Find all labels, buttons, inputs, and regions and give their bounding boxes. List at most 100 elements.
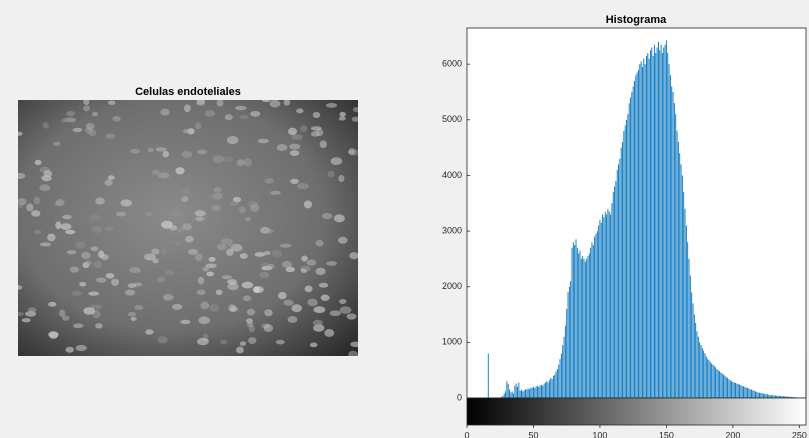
cell <box>33 196 41 205</box>
cell <box>100 254 109 261</box>
cell <box>236 346 244 354</box>
cell <box>85 122 95 130</box>
cell <box>124 289 136 296</box>
cell <box>53 141 61 146</box>
cell <box>225 248 234 256</box>
cell <box>220 238 233 245</box>
cell <box>244 217 251 222</box>
colorbar <box>466 397 807 426</box>
cell <box>62 214 72 220</box>
cell <box>239 253 248 259</box>
cell <box>65 346 74 353</box>
cell <box>269 100 281 108</box>
cell <box>169 225 178 231</box>
cell <box>171 303 183 310</box>
y-tick-label: 0 <box>457 392 462 402</box>
x-tick-label: 200 <box>725 430 740 438</box>
y-tick-label: 5000 <box>442 114 462 124</box>
cell <box>312 319 323 326</box>
cell <box>18 198 27 206</box>
cell <box>84 260 92 266</box>
cell <box>215 289 223 295</box>
cell <box>227 279 238 285</box>
cell <box>65 229 76 235</box>
cell <box>338 116 346 121</box>
cell <box>195 101 206 106</box>
cell <box>104 226 114 231</box>
cell <box>79 281 87 287</box>
cell <box>264 309 273 317</box>
cell <box>287 127 298 136</box>
cell <box>352 106 358 113</box>
cell <box>40 175 50 181</box>
cell <box>107 100 116 105</box>
cell <box>197 276 205 285</box>
cell <box>181 151 193 158</box>
cell <box>91 111 99 117</box>
cell <box>182 129 190 134</box>
cell <box>34 229 42 235</box>
cell <box>318 282 329 288</box>
cell <box>66 250 77 255</box>
cell <box>271 250 283 258</box>
cell <box>200 301 210 310</box>
cell <box>26 203 34 212</box>
cell <box>195 122 202 130</box>
cell <box>348 350 358 356</box>
cell <box>196 289 206 296</box>
cell <box>195 253 203 262</box>
cell <box>60 223 72 231</box>
cell <box>60 118 68 123</box>
cell <box>229 201 239 206</box>
cell <box>278 291 287 300</box>
cell <box>107 175 115 181</box>
cell <box>307 298 318 307</box>
cell <box>128 312 137 317</box>
plot-area <box>467 28 806 398</box>
cell <box>263 324 274 333</box>
cell <box>196 337 209 346</box>
cell <box>257 138 270 144</box>
cell <box>313 324 325 332</box>
cell <box>261 100 271 103</box>
cell <box>105 272 115 279</box>
y-tick-label: 1000 <box>442 337 462 347</box>
cell <box>290 178 299 184</box>
cell <box>212 155 224 163</box>
cell <box>288 143 301 150</box>
cell <box>202 266 209 272</box>
cell <box>197 149 208 155</box>
cell <box>320 294 330 301</box>
cell <box>88 291 100 296</box>
cell <box>162 150 169 158</box>
cell <box>326 261 338 266</box>
cell <box>296 183 309 190</box>
y-tick-label: 2000 <box>442 281 462 291</box>
cell <box>209 304 220 312</box>
cell <box>330 157 343 165</box>
cell <box>333 214 345 223</box>
cell <box>349 252 358 260</box>
cell <box>157 336 168 344</box>
cell <box>315 129 324 137</box>
cell <box>221 275 232 280</box>
cell <box>90 304 103 310</box>
cell <box>239 341 247 346</box>
cell <box>133 282 143 287</box>
cell <box>73 323 84 329</box>
y-tick-label: 6000 <box>442 59 462 69</box>
cell <box>283 299 294 306</box>
cell <box>184 104 191 113</box>
cell <box>31 210 41 217</box>
cell <box>144 253 156 261</box>
cell <box>228 304 236 312</box>
cell <box>95 277 107 283</box>
cell <box>206 271 214 277</box>
cell <box>162 293 174 301</box>
cell <box>170 210 183 217</box>
cell <box>160 108 170 116</box>
cell <box>151 248 160 255</box>
cell <box>315 239 324 247</box>
cell <box>205 263 217 269</box>
cell <box>145 211 153 217</box>
